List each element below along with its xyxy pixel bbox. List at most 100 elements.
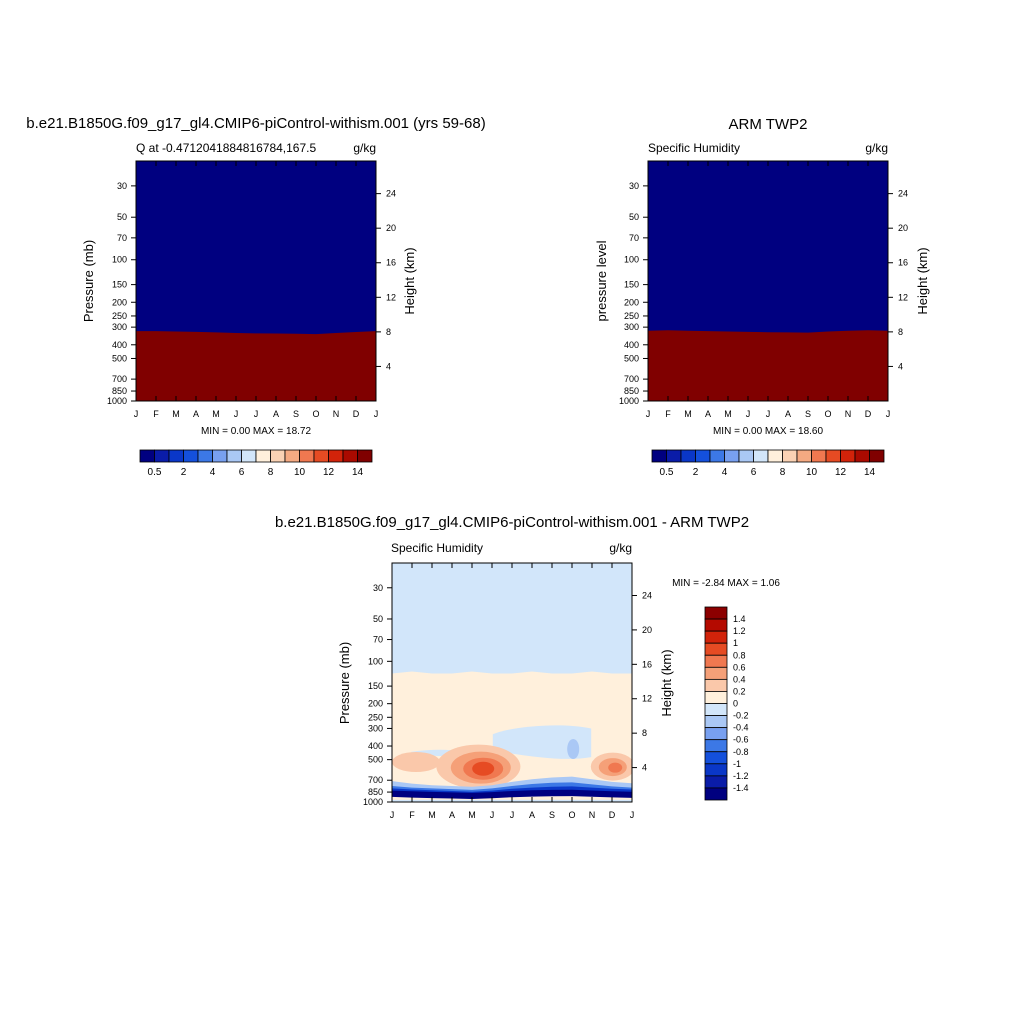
colorbar-label: 8 [780, 467, 786, 478]
colorbar-label: 2 [181, 467, 187, 478]
x-tick-label: A [273, 409, 279, 419]
x-tick-label: J [746, 409, 751, 419]
colorbar-box [704, 642, 728, 656]
y-tick-label: 400 [368, 741, 383, 751]
colorbar-label: 0.5 [660, 467, 674, 478]
y-tick-label: 300 [624, 322, 639, 332]
colorbar-box [704, 666, 728, 680]
panel-diff-ylabel: Pressure (mb) [337, 642, 352, 724]
y-tick-label: 50 [117, 212, 127, 222]
panel-model-subtitle-left: Q at -0.4712041884816784,167.5 [136, 141, 316, 155]
colorbar-label: 12 [323, 467, 335, 478]
colorbar-label: 4 [210, 467, 216, 478]
band-negative-blob [567, 739, 580, 760]
panel-diff-subtitle-left: Specific Humidity [391, 541, 483, 555]
band-positive [608, 762, 623, 773]
colorbar-label: -0.6 [733, 735, 749, 745]
x-tick-label: M [468, 810, 476, 820]
y-right-tick-label: 20 [898, 223, 908, 233]
colorbar-label: 8 [268, 467, 274, 478]
contour-fills [136, 161, 376, 401]
x-tick-label: M [428, 810, 436, 820]
colorbar-box [704, 703, 728, 716]
colorbar-label: 0.4 [733, 674, 746, 684]
colorbar-box [197, 449, 213, 463]
colorbar-box [782, 449, 798, 463]
y-tick-label: 150 [624, 280, 639, 290]
colorbar-box [328, 449, 344, 463]
colorbar-label: 6 [239, 467, 245, 478]
band-positive [472, 761, 495, 776]
x-tick-label: N [333, 409, 340, 419]
colorbar-label: 4 [722, 467, 728, 478]
colorbar-box [704, 751, 728, 765]
colorbar-box [357, 449, 373, 463]
colorbar-box [666, 449, 682, 463]
y-tick-label: 850 [112, 386, 127, 396]
y-tick-label: 150 [112, 280, 127, 290]
y-tick-label: 250 [624, 311, 639, 321]
y-right-tick-label: 24 [898, 189, 908, 199]
colorbar-label: 0.5 [148, 467, 162, 478]
colorbar-box [704, 630, 728, 644]
x-tick-label: A [705, 409, 711, 419]
panel-obs: ARM TWP2 Specific Humidity g/kg J F M A M J J A… [594, 116, 930, 478]
panel-model-ylabel-right: Height (km) [402, 247, 417, 314]
y-tick-label: 850 [624, 386, 639, 396]
contour-band [648, 330, 888, 401]
colorbar-box [704, 678, 728, 692]
y-right-tick-label: 24 [642, 590, 652, 600]
x-tick-label: A [193, 409, 199, 419]
y-tick-label: 300 [368, 723, 383, 733]
panel-model-stats: MIN = 0.00 MAX = 18.72 [201, 426, 311, 437]
y-tick-label: 700 [624, 374, 639, 384]
colorbar-box [869, 449, 885, 463]
colorbar-box [651, 449, 667, 463]
colorbar-box [299, 449, 315, 463]
colorbar-box [724, 449, 740, 463]
y-tick-label: 100 [112, 255, 127, 265]
colorbar-label: -1 [733, 759, 741, 769]
y-tick-label: 300 [112, 322, 127, 332]
y-tick-label: 150 [368, 681, 383, 691]
colorbar-box [270, 449, 286, 463]
panel-obs-subtitle-right: g/kg [865, 141, 888, 155]
x-tick-label: J [374, 409, 379, 419]
y-tick-label: 200 [368, 699, 383, 709]
x-tick-label: J [630, 810, 635, 820]
y-right-tick-label: 4 [386, 361, 391, 371]
band-positive [392, 752, 440, 773]
y-right-tick-label: 8 [386, 327, 391, 337]
x-tick-label: J [390, 810, 395, 820]
panel-model-title: b.e21.B1850G.f09_g17_gl4.CMIP6-piControl… [26, 115, 485, 132]
panel-model-colorbar: 0.5 2 4 6 8 10 12 14 [139, 449, 373, 478]
x-tick-label: F [409, 810, 415, 820]
colorbar-box [168, 449, 184, 463]
panel-obs-subtitle-left: Specific Humidity [648, 141, 740, 155]
y-right-tick-label: 16 [642, 659, 652, 669]
panel-obs-colorbar: 0.5 2 4 6 8 10 12 14 [651, 449, 885, 478]
colorbar-label: 10 [294, 467, 306, 478]
colorbar-box [704, 654, 728, 668]
x-tick-label: J [134, 409, 139, 419]
colorbar-box [183, 449, 199, 463]
y-tick-label: 50 [629, 212, 639, 222]
colorbar-box [154, 449, 170, 463]
y-tick-label: 100 [624, 255, 639, 265]
panel-model-ylabel: Pressure (mb) [81, 240, 96, 322]
x-tick-label: D [609, 810, 616, 820]
colorbar-label: -1.2 [733, 771, 749, 781]
y-right-tick-label: 20 [386, 223, 396, 233]
colorbar-box [255, 449, 271, 463]
y-tick-label: 30 [373, 583, 383, 593]
y-tick-label: 30 [117, 181, 127, 191]
colorbar-box [840, 449, 856, 463]
x-tick-label: A [449, 810, 455, 820]
colorbar-box [704, 618, 728, 632]
x-tick-label: F [153, 409, 159, 419]
y-tick-label: 850 [368, 787, 383, 797]
x-tick-label: A [529, 810, 535, 820]
x-tick-label: O [568, 810, 575, 820]
